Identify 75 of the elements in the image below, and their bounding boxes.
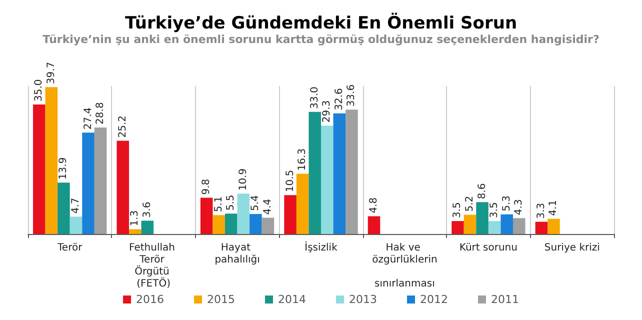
x-tick-label: Suriye krizi [544,242,600,254]
bar [346,110,358,234]
legend-label: 2012 [420,293,448,306]
data-label: 5.1 [213,196,224,212]
bar [464,214,476,234]
x-tick-label: Terör [56,242,84,254]
data-label: 4.7 [70,198,82,214]
bar [45,87,58,234]
bar [308,112,321,234]
data-label: 10.9 [238,168,249,191]
bar [296,174,309,234]
data-label: 1.3 [130,210,141,226]
bar [476,202,488,234]
bar [94,127,107,234]
legend-label: 2014 [278,293,306,306]
bar [141,220,154,234]
bar [535,222,548,234]
data-label: 5.3 [501,195,512,212]
data-label: 5.2 [464,196,476,212]
bar [33,104,46,234]
bar [321,126,334,234]
data-label: 8.6 [476,183,488,200]
bar [250,214,262,234]
x-tick-label: Kürt sorunu [459,242,518,254]
bar [82,132,94,234]
bar [237,194,250,234]
chart-title: Türkiye’de Gündemdeki En Önemli Sorun [124,12,518,34]
bar [512,218,526,234]
x-tick-label: İşsizlik [304,240,338,254]
data-label: 39.7 [46,62,57,84]
data-label: 29.3 [322,100,333,123]
data-label: 13.9 [58,157,70,180]
bar [58,182,70,234]
data-label: 35.0 [34,79,45,102]
data-label: 27.4 [82,107,94,130]
legend-label: 2016 [136,293,164,306]
bar [70,216,82,234]
data-label: 33.6 [346,84,358,107]
bar [129,229,142,234]
data-label: 16.3 [297,148,308,171]
data-label: 4.3 [514,199,525,216]
data-label: 3.6 [142,202,153,218]
bar [548,218,560,234]
x-tick-label: Hayat pahalılığı [214,242,260,266]
bar [500,214,513,234]
bar [116,140,130,234]
category-label: Hak ve özgürlüklerin sınırlanması [372,242,438,290]
bar [200,198,213,234]
bar [488,221,501,234]
data-label: 10.5 [284,170,296,192]
data-label: 5.4 [250,195,262,212]
data-label: 9.8 [201,178,212,195]
data-label: 3.5 [489,202,500,218]
data-label: 33.0 [309,86,320,109]
bar [212,215,226,234]
x-tick-label: Fethullah Terör Örgütü (FETÖ) [128,242,178,290]
bar [333,113,346,234]
data-label: 32.6 [334,88,345,110]
data-label: 3.5 [452,202,464,218]
bar [452,221,464,234]
legend-label: 2015 [207,293,236,306]
data-label: 4.4 [262,198,274,215]
data-label: 4.1 [548,200,560,216]
data-label: 3.3 [536,202,547,219]
data-label: 5.5 [226,194,237,211]
legend-label: 2013 [349,293,377,306]
data-label: 25.2 [117,115,128,138]
bar [284,195,296,234]
bar [368,216,380,234]
data-label: 4.8 [368,197,380,214]
chart-subtitle: Türkiye’nin şu anki en önemli sorunu kartta görmüş olduğunuz seçeneklerden hangisidir? [42,33,600,46]
legend-label: 2011 [490,293,519,306]
bar [225,214,238,234]
bar [262,218,274,234]
data-label: 28.8 [95,102,106,124]
